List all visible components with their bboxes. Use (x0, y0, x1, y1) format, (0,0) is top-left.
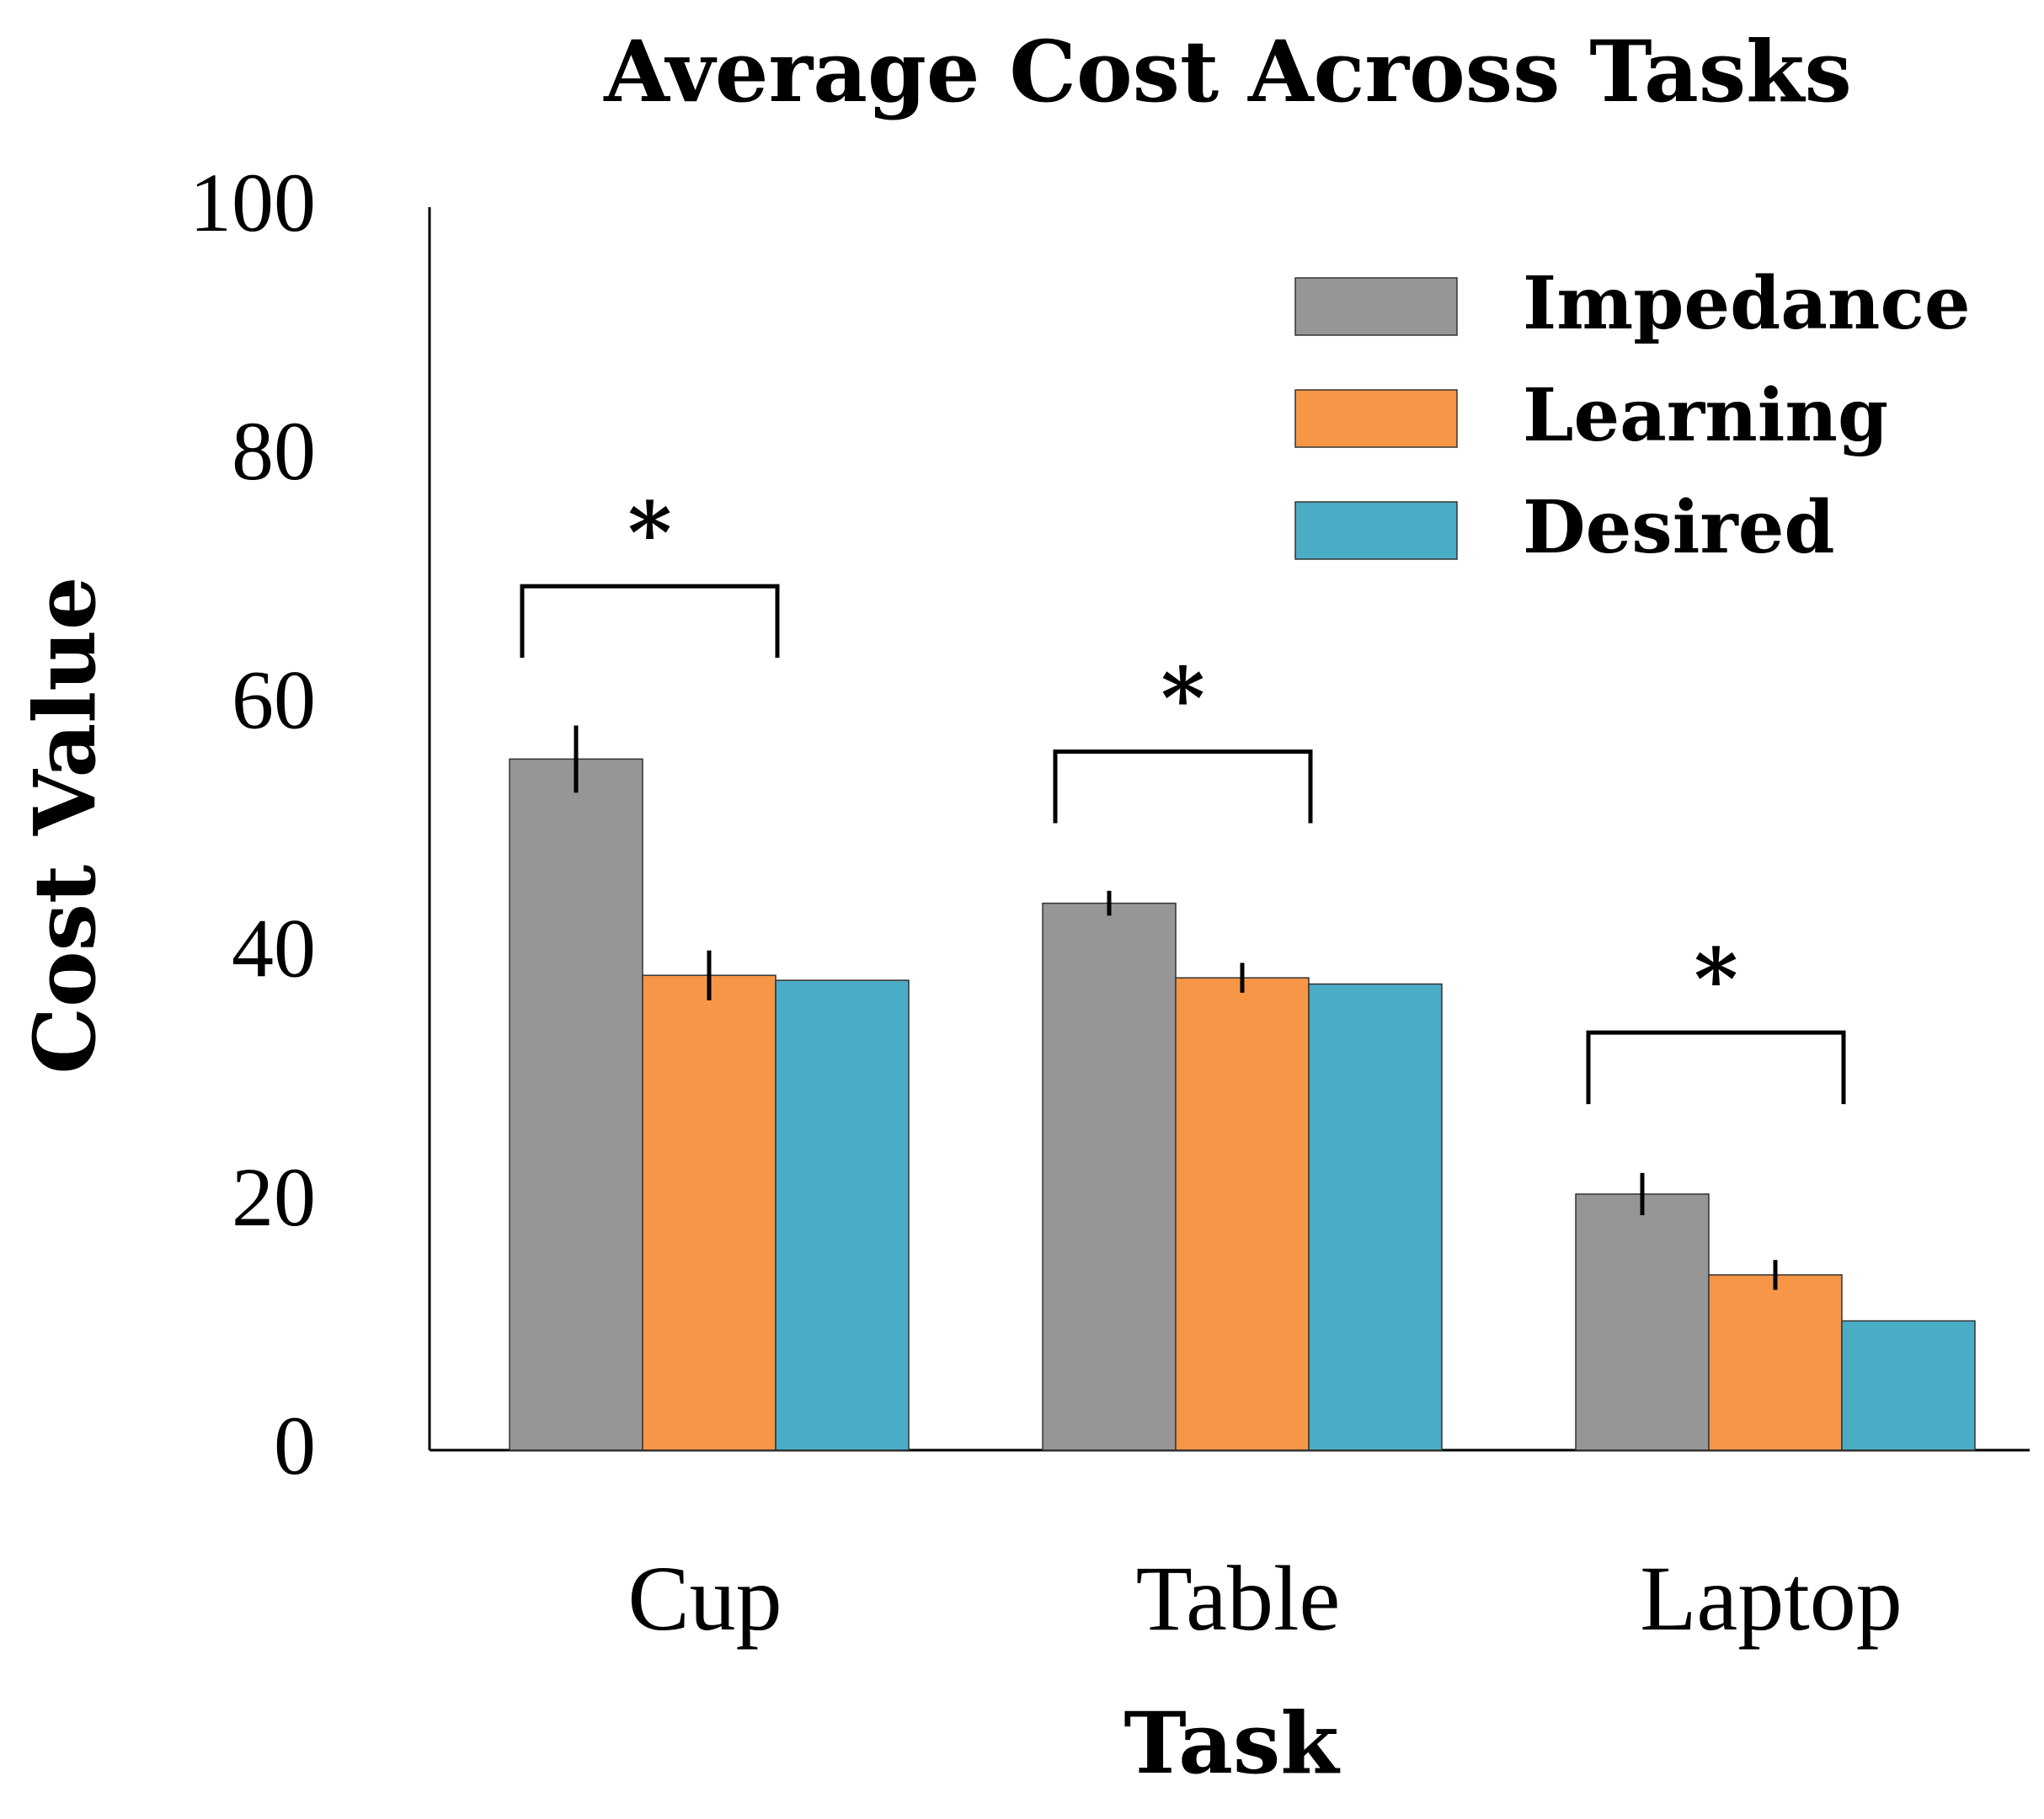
y-tick-label: 60 (232, 653, 316, 746)
bar-desired (1841, 1320, 1976, 1451)
x-tick-label: Cup (627, 1547, 782, 1650)
y-axis-label: Cost Value (15, 576, 115, 1074)
bar-impedance (509, 758, 643, 1451)
significance-bracket (1053, 749, 1313, 824)
significance-bracket (520, 584, 780, 659)
legend: Impedance Learning Desired (1294, 261, 1971, 570)
x-tick-label: Table (1136, 1547, 1341, 1650)
x-axis-label: Task (1123, 1694, 1340, 1793)
legend-label-desired: Desired (1523, 485, 1835, 570)
plot-area: 0 20 40 60 80 100 Cup Table Laptop * * * (189, 156, 2030, 1650)
significance-label: * (1694, 930, 1737, 1029)
chart-title: Average Cost Across Tasks (603, 22, 1852, 121)
significance-label: * (627, 483, 671, 583)
y-tick-label: 20 (232, 1150, 316, 1244)
legend-swatch-impedance (1294, 277, 1458, 336)
bar-desired (1308, 983, 1443, 1451)
y-tick-label: 100 (189, 156, 316, 249)
bar-learning (1175, 977, 1310, 1451)
bar-desired (775, 979, 910, 1451)
y-tick-label: 40 (232, 902, 316, 995)
x-tick-label: Laptop (1640, 1547, 1903, 1650)
legend-swatch-desired (1294, 501, 1458, 560)
bar-learning (1708, 1274, 1843, 1451)
bar-learning (642, 974, 777, 1451)
y-tick-label: 80 (232, 404, 316, 498)
y-tick-label: 0 (274, 1399, 316, 1492)
significance-bracket (1586, 1030, 1846, 1105)
legend-label-learning: Learning (1523, 373, 1888, 458)
significance-label: * (1161, 648, 1204, 748)
legend-swatch-learning (1294, 389, 1458, 448)
legend-label-impedance: Impedance (1523, 261, 1971, 346)
bar-impedance (1042, 902, 1177, 1451)
bar-impedance (1575, 1193, 1710, 1451)
